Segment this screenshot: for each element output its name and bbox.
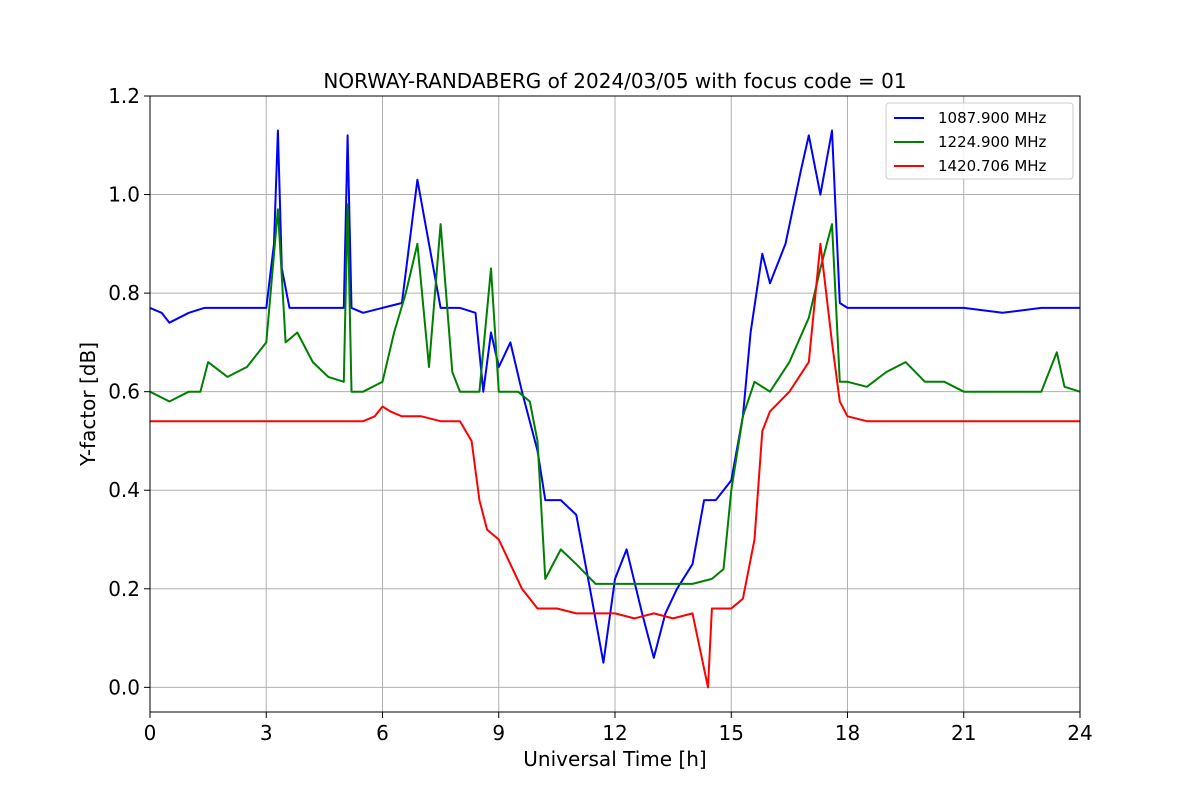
y-axis-label: Y-factor [dB] [76,342,100,467]
y-tick-label: 1.0 [108,183,140,207]
plot-series [149,129,1081,689]
series-line-1 [149,129,1080,664]
y-tick-label: 1.2 [108,84,140,108]
series-line-3 [150,242,1080,689]
y-tick-label: 0.8 [108,281,140,305]
x-tick-label: 3 [260,721,273,745]
legend-label: 1224.900 MHz [938,133,1047,151]
x-tick-label: 21 [951,721,976,745]
y-tick-label: 0.4 [108,478,140,502]
x-axis-label: Universal Time [h] [523,747,706,771]
x-tick-label: 6 [376,721,389,745]
legend-box [885,102,1074,180]
x-tick-label: 24 [1067,721,1092,745]
legend: 1087.900 MHz 1224.900 MHz 1420.706 MHz [885,102,1074,180]
x-tick-label: 0 [144,721,157,745]
legend-label: 1087.900 MHz [938,109,1047,127]
x-tick-label: 12 [602,721,627,745]
ticks: 0 3 6 9 12 15 18 21 24 0.0 0.2 0.4 0.6 0.8 1.0 1.2 [108,84,1093,745]
x-tick-label: 18 [835,721,860,745]
y-tick-label: 0.2 [108,577,140,601]
legend-label: 1420.706 MHz [938,157,1047,175]
y-tick-label: 0.6 [108,380,140,404]
x-tick-label: 15 [719,721,744,745]
chart-title: NORWAY-RANDABERG of 2024/03/05 with focu… [323,69,906,93]
y-tick-label: 0.0 [108,675,140,699]
series-line-2 [149,203,1081,585]
x-tick-label: 9 [492,721,505,745]
